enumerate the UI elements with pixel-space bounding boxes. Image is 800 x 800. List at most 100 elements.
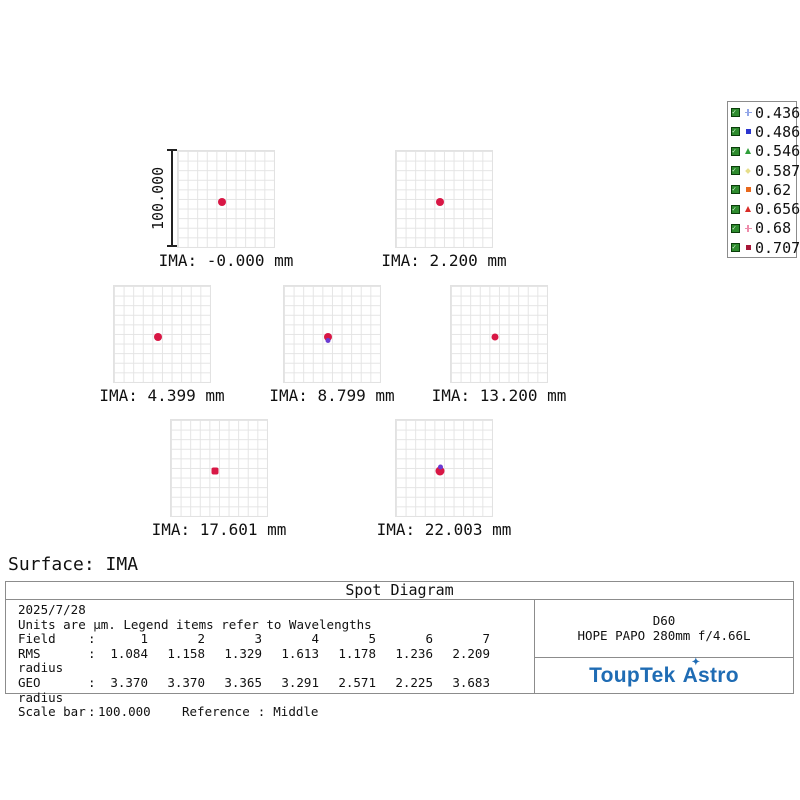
spot-grid — [113, 285, 211, 383]
wavelength-marker-icon — [743, 206, 753, 213]
spot-grid — [450, 285, 548, 383]
wavelength-marker-icon — [743, 109, 753, 117]
legend-entry-0656[interactable]: 0.656 — [728, 199, 800, 218]
report-date: 2025/7/28 — [18, 602, 86, 617]
ima-label: IMA: 2.200 mm — [381, 251, 507, 270]
wavelength-label: 0.486 — [755, 122, 800, 141]
field-value: 7 — [482, 631, 490, 647]
geo-value: 2.571 — [338, 674, 376, 690]
spot-panel-field-4: IMA: 8.799 mm — [269, 285, 395, 405]
spot-panel-field-2: IMA: 2.200 mm — [381, 150, 507, 270]
geo-value: 3.683 — [452, 674, 490, 690]
scale-bar-top-cap — [167, 149, 177, 151]
scale-bar: 100.000 — [144, 149, 177, 247]
logo-text-touptek: ToupTek — [589, 663, 676, 687]
checkbox-checked-icon[interactable] — [731, 127, 740, 137]
wavelength-marker-icon — [743, 129, 753, 135]
checkbox-checked-icon[interactable] — [731, 223, 740, 233]
wavelength-label: 0.656 — [755, 200, 800, 219]
colon: : — [88, 704, 96, 720]
field-value: 3 — [254, 631, 262, 647]
scale-bar-value: 100.000 — [98, 704, 151, 720]
spot-marker — [436, 197, 445, 206]
ima-label: IMA: 13.200 mm — [431, 386, 567, 405]
logo-text-astro-rest: stro — [698, 663, 739, 687]
rms-radius-row: RMS radius : 1.084 1.158 1.329 1.613 1.1… — [18, 645, 534, 676]
rms-value: 1.084 — [110, 645, 148, 661]
rms-value: 1.236 — [395, 645, 433, 661]
rms-value: 2.209 — [452, 645, 490, 661]
wavelength-label: 0.587 — [755, 161, 800, 180]
spot-panel-field-6: IMA: 17.601 mm — [152, 419, 286, 539]
system-description: D60 HOPE PAPO 280mm f/4.66L — [535, 600, 793, 658]
scale-bar-value: 100.000 — [149, 166, 167, 230]
report-table: Spot Diagram 2025/7/28 Units are µm. Leg… — [5, 581, 794, 719]
row-label: GEO radius — [18, 674, 64, 705]
legend-entry-062[interactable]: 0.62 — [728, 180, 796, 199]
spot-marker — [491, 333, 499, 341]
field-value: 5 — [368, 631, 376, 647]
geo-value: 3.370 — [110, 674, 148, 690]
checkbox-checked-icon[interactable] — [731, 146, 740, 156]
spot-grid — [283, 285, 381, 383]
wavelength-label: 0.546 — [755, 142, 800, 161]
legend-entry-0486[interactable]: 0.486 — [728, 122, 800, 141]
field-value: 1 — [140, 631, 148, 647]
spot-panel-field-5: IMA: 13.200 mm — [432, 285, 566, 405]
legend-entry-0587[interactable]: 0.587 — [728, 161, 800, 180]
spot-panel-field-3: IMA: 4.399 mm — [99, 285, 225, 405]
field-value: 6 — [425, 631, 433, 647]
field-value: 4 — [311, 631, 319, 647]
colon: : — [257, 704, 266, 720]
rms-value: 1.613 — [281, 645, 319, 661]
system-name: D60 — [652, 613, 676, 628]
scale-bar-line — [171, 150, 173, 246]
checkbox-checked-icon[interactable] — [731, 243, 740, 253]
row-label: Field — [18, 631, 56, 647]
checkbox-checked-icon[interactable] — [731, 204, 740, 214]
touptek-astro-logo: ToupTek A ✦ stro — [589, 657, 739, 688]
spot-marker — [154, 332, 163, 341]
checkbox-checked-icon[interactable] — [731, 166, 740, 176]
surface-label: Surface: IMA — [8, 554, 139, 575]
geo-value: 3.291 — [281, 674, 319, 690]
wavelength-marker-icon — [743, 167, 753, 174]
colon: : — [88, 645, 96, 661]
scale-bar-row: Scale bar : 100.000 Reference : Middle — [18, 705, 534, 720]
spot-marker — [324, 332, 333, 341]
spot-grid — [395, 419, 493, 517]
ima-label: IMA: 17.601 mm — [151, 520, 287, 539]
spot-grid — [170, 419, 268, 517]
legend-entry-0707[interactable]: 0.707 — [728, 238, 800, 257]
wavelength-label: 0.707 — [755, 238, 800, 257]
star-icon: ✦ — [691, 656, 701, 668]
spot-grid — [177, 150, 275, 248]
wavelength-marker-icon — [743, 245, 753, 251]
spot-marker — [435, 466, 445, 476]
spot-panel-field-7: IMA: 22.003 mm — [377, 419, 511, 539]
legend-entry-0436[interactable]: 0.436 — [728, 103, 800, 122]
wavelength-label: 0.436 — [755, 103, 800, 122]
geo-radius-row: GEO radius : 3.370 3.370 3.365 3.291 2.5… — [18, 674, 534, 705]
wavelength-marker-icon — [743, 224, 753, 232]
field-value: 2 — [197, 631, 205, 647]
rms-value: 1.178 — [338, 645, 376, 661]
checkbox-checked-icon[interactable] — [731, 108, 740, 118]
colon: : — [88, 674, 96, 690]
ima-label: IMA: -0.000 mm — [158, 251, 294, 270]
wavelength-legend: 0.436 0.486 0.546 0.587 0.62 0.656 — [727, 101, 800, 258]
system-spec: HOPE PAPO 280mm f/4.66L — [577, 627, 751, 643]
spot-panel-field-1: IMA: -0.000 mm — [159, 150, 293, 270]
ima-label: IMA: 22.003 mm — [376, 520, 512, 539]
field-row: Field : 1 2 3 4 5 6 7 — [18, 632, 534, 647]
legend-entry-068[interactable]: 0.68 — [728, 219, 796, 238]
spot-marker — [218, 197, 227, 206]
report-data-cell: 2025/7/28 Units are µm. Legend items ref… — [6, 600, 534, 718]
geo-value: 3.370 — [167, 674, 205, 690]
legend-entry-0546[interactable]: 0.546 — [728, 142, 800, 161]
wavelength-label: 0.62 — [755, 180, 792, 199]
rms-value: 1.158 — [167, 645, 205, 661]
units-note: Units are µm. Legend items refer to Wave… — [18, 616, 372, 632]
checkbox-checked-icon[interactable] — [731, 185, 740, 195]
